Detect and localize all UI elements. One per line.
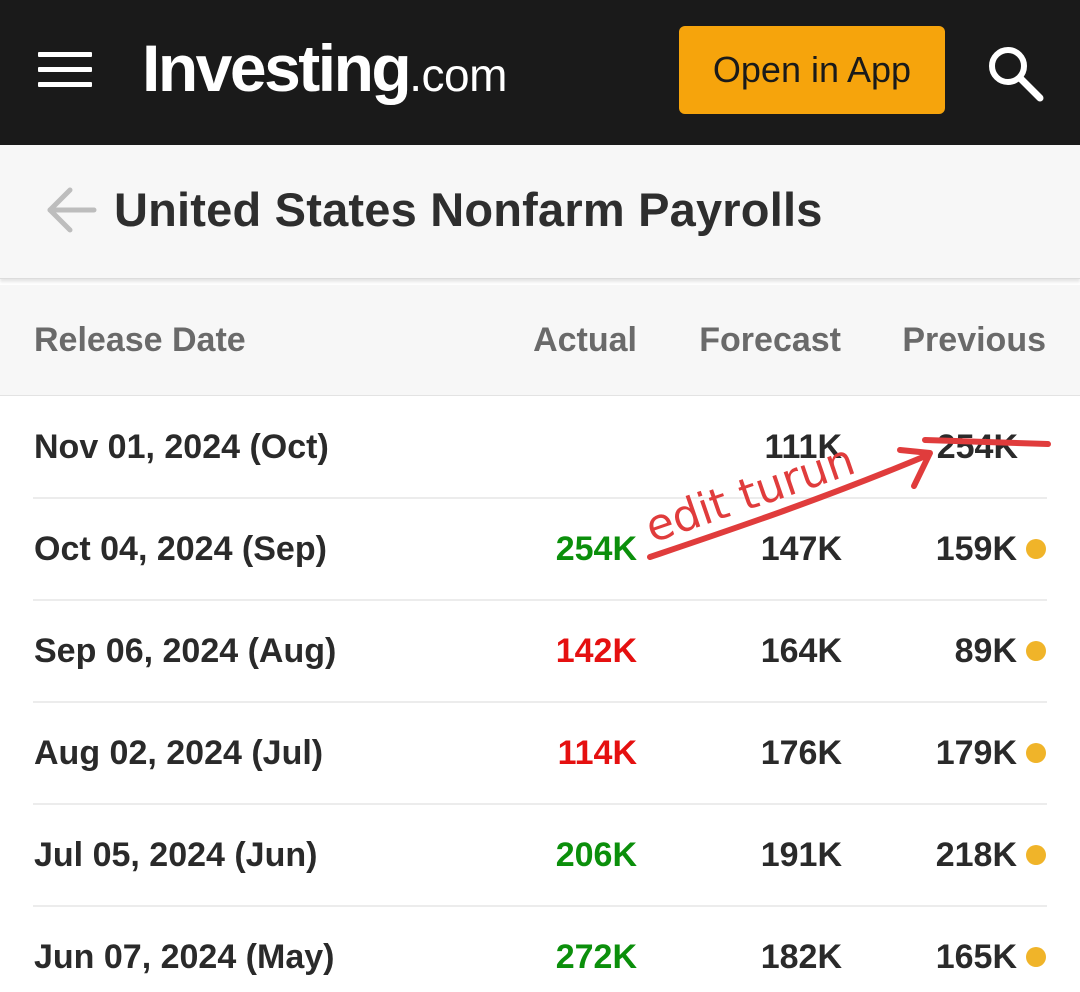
revision-dot-icon <box>1026 947 1046 967</box>
column-header-previous: Previous <box>902 321 1046 359</box>
release-table: Nov 01, 2024 (Oct) 111K 254K Oct 04, 202… <box>0 397 1080 992</box>
column-header-actual: Actual <box>533 321 637 359</box>
revision-dot-icon <box>1026 845 1046 865</box>
page-title: United States Nonfarm Payrolls <box>114 183 823 236</box>
forecast-value: 182K <box>760 938 842 976</box>
search-icon[interactable] <box>984 42 1046 104</box>
table-row[interactable]: Sep 06, 2024 (Aug) 142K 164K 89K <box>0 601 1080 703</box>
actual-value: 114K <box>557 734 637 772</box>
actual-value: 142K <box>555 632 637 670</box>
row-divider <box>33 497 1047 499</box>
row-divider <box>33 905 1047 907</box>
forecast-value: 176K <box>760 734 842 772</box>
table-row[interactable]: Aug 02, 2024 (Jul) 114K 176K 179K <box>0 703 1080 805</box>
logo-suffix-text: .com <box>409 49 507 101</box>
release-date: Jul 05, 2024 (Jun) <box>34 836 318 874</box>
investing-logo[interactable]: Investing.com <box>142 28 507 108</box>
forecast-value: 191K <box>760 836 842 874</box>
actual-value: 272K <box>555 938 637 976</box>
table-row[interactable]: Oct 04, 2024 (Sep) 254K 147K 159K <box>0 499 1080 601</box>
previous-value: 165K <box>935 938 1017 976</box>
release-date: Oct 04, 2024 (Sep) <box>34 530 327 568</box>
back-arrow-icon[interactable] <box>46 186 98 234</box>
revision-dot-icon <box>1026 743 1046 763</box>
top-navigation-bar: Investing.com Open in App <box>0 0 1080 145</box>
previous-value: 89K <box>954 632 1017 670</box>
logo-main-text: Investing <box>142 31 412 105</box>
revision-dot-icon <box>1026 641 1046 661</box>
forecast-value: 147K <box>760 530 842 568</box>
actual-value: 254K <box>555 530 637 568</box>
forecast-value: 164K <box>760 632 842 670</box>
column-header-release-date: Release Date <box>34 321 246 359</box>
table-row[interactable]: Nov 01, 2024 (Oct) 111K 254K <box>0 397 1080 499</box>
row-divider <box>33 803 1047 805</box>
release-date: Aug 02, 2024 (Jul) <box>34 734 324 772</box>
previous-value: 179K <box>935 734 1017 772</box>
revision-dot-icon <box>1026 539 1046 559</box>
row-divider <box>33 701 1047 703</box>
previous-value: 159K <box>935 530 1017 568</box>
page-title-bar <box>0 145 1080 279</box>
actual-value: 206K <box>555 836 637 874</box>
previous-value: 218K <box>935 836 1017 874</box>
previous-value: 254K <box>936 428 1018 466</box>
column-header-forecast: Forecast <box>699 321 841 359</box>
release-date: Sep 06, 2024 (Aug) <box>34 632 337 670</box>
row-divider <box>33 599 1047 601</box>
table-row[interactable]: Jul 05, 2024 (Jun) 206K 191K 218K <box>0 805 1080 907</box>
forecast-value: 111K <box>764 428 842 466</box>
table-row[interactable]: Jun 07, 2024 (May) 272K 182K 165K <box>0 907 1080 992</box>
menu-icon[interactable] <box>38 52 92 88</box>
table-header: Release Date Actual Forecast Previous <box>0 285 1080 396</box>
release-date: Nov 01, 2024 (Oct) <box>34 428 329 466</box>
open-in-app-button[interactable]: Open in App <box>679 26 945 114</box>
release-date: Jun 07, 2024 (May) <box>34 938 335 976</box>
